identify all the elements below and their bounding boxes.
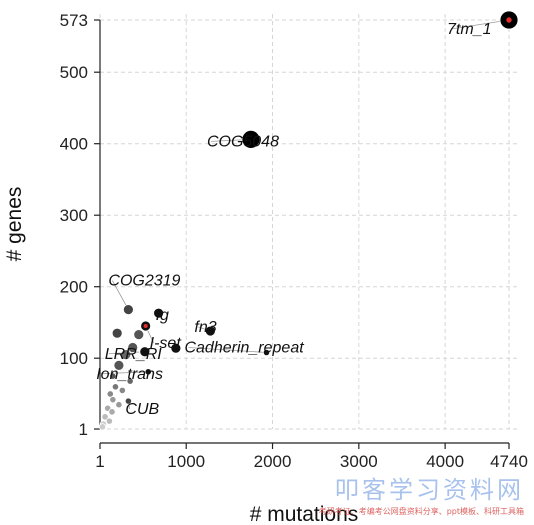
data-point (109, 396, 117, 404)
data-point (111, 327, 123, 339)
data-point (120, 349, 132, 361)
point-label: 7tm_1 (447, 21, 491, 38)
x-tick-label: 4000 (426, 452, 464, 471)
leader-line (450, 19, 510, 30)
y-tick-label: 200 (60, 278, 88, 297)
y-tick-label: 500 (60, 63, 88, 82)
watermark-title: 叩客学习资料网 (335, 476, 524, 504)
y-tick-label: 100 (60, 349, 88, 368)
data-points (98, 10, 519, 431)
data-point (118, 386, 126, 394)
data-point (241, 130, 261, 149)
y-tick-label: 573 (60, 11, 88, 30)
data-point (115, 401, 123, 409)
data-point (105, 417, 114, 425)
data-point (106, 390, 114, 398)
leader-line (100, 371, 149, 375)
y-tick-label: 400 (60, 135, 88, 154)
data-point (139, 346, 151, 358)
point-label: Ig (156, 307, 169, 324)
y-axis-title: # genes (3, 187, 26, 262)
data-point (262, 348, 271, 357)
data-point (101, 413, 109, 421)
x-tick-label: 1 (95, 452, 104, 471)
data-point (124, 397, 132, 405)
data-point (122, 304, 134, 315)
data-point (170, 342, 182, 354)
point-labels: 7tm_1 COG5048 COG2319 Ig I-set fn3 LRR_RI Cadhe… (96, 21, 491, 418)
watermark-subtitle: 考研考证、考编考公网盘资料分享、ppt模板、科研工具箱 (318, 507, 524, 516)
data-point (111, 383, 120, 391)
leader-line (188, 347, 267, 353)
data-point-highlight (506, 17, 512, 23)
point-label: LRR_RI (105, 346, 162, 363)
x-axis-title: # mutations (250, 503, 359, 525)
point-label: I-set (150, 335, 182, 352)
point-label: COG2319 (108, 273, 180, 290)
data-point (127, 342, 139, 353)
data-point (113, 359, 125, 371)
data-point (153, 307, 165, 319)
data-point (126, 377, 134, 385)
point-label: COG5048 (207, 133, 279, 150)
y-tick-label: 1 (79, 420, 88, 439)
data-point (144, 368, 152, 376)
x-tick-label: 2000 (254, 452, 292, 471)
y-tick-label: 300 (60, 206, 88, 225)
x-tick-label: 4740 (490, 452, 528, 471)
watermark: 叩客学习资料网 考研考证、考编考公网盘资料分享、ppt模板、科研工具箱 (319, 470, 524, 517)
data-point (133, 329, 145, 341)
data-point (98, 423, 107, 431)
point-label: CUB (125, 401, 159, 418)
x-tick-label: 3000 (340, 452, 378, 471)
data-point (204, 325, 216, 337)
leader-line (112, 280, 129, 310)
point-label: fn3 (194, 319, 216, 336)
data-point-highlight (143, 324, 148, 329)
point-label: Cadherin_repeat (184, 339, 304, 356)
data-point (108, 408, 116, 416)
leader-lines (100, 19, 510, 410)
data-point (109, 372, 117, 380)
axes: 1 1000 2000 3000 4000 4740 1 100 200 300 400 500 573 (60, 11, 528, 471)
x-tick-label: 1000 (167, 452, 205, 471)
point-label: Ion_trans (96, 366, 163, 383)
